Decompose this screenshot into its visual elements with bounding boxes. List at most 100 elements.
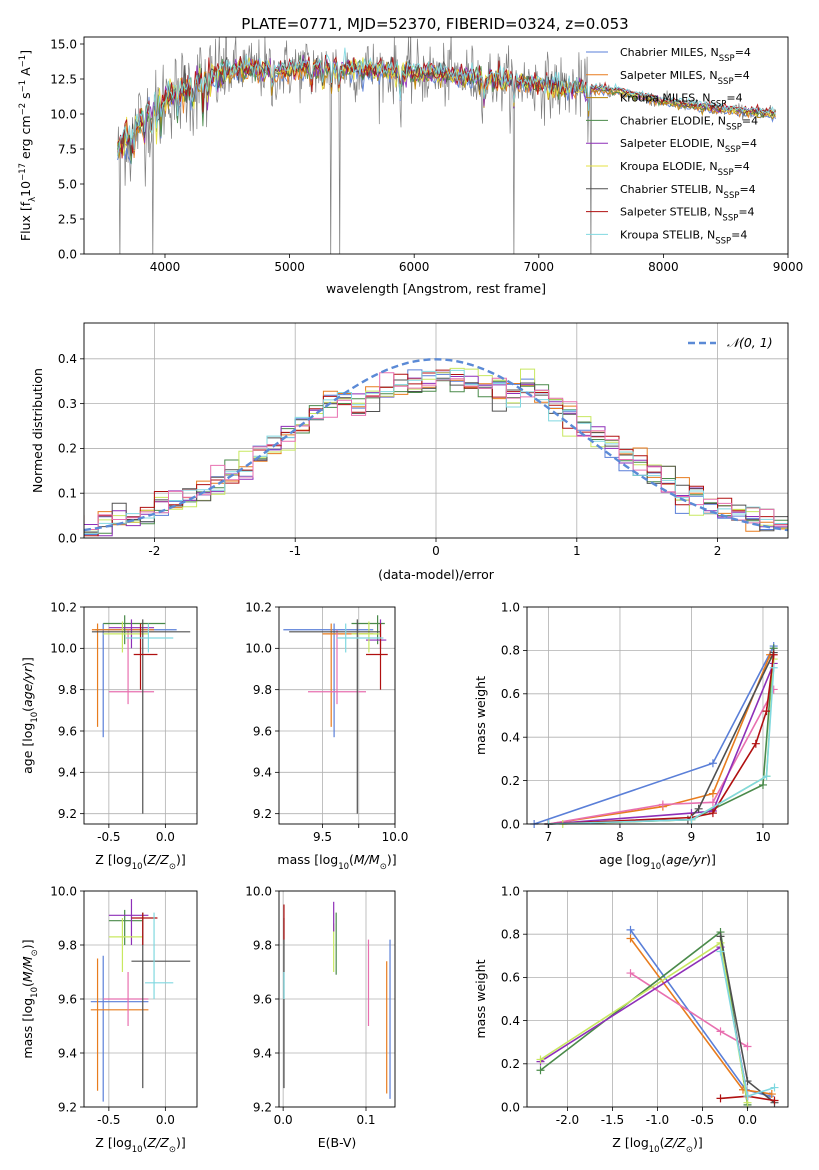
label-part: 10: [132, 1145, 143, 1155]
label-part: =4: [739, 183, 755, 196]
y-tick-label: 9.2: [58, 1100, 77, 1114]
data-point: [626, 925, 635, 934]
y-tick-label: 9.8: [253, 683, 272, 697]
x-tick-label: 10: [755, 830, 770, 844]
label-part: ⊙: [169, 1145, 176, 1155]
label-part: )]: [693, 1135, 703, 1150]
legend-entry: Salpeter MILES, NSSP=4: [620, 69, 750, 87]
label-part: (: [143, 1135, 148, 1150]
data-point: [716, 932, 725, 941]
legend-entry: Chabrier STELIB, NSSP=4: [620, 183, 756, 201]
label-part: )]: [176, 852, 186, 867]
spectrum-model-line: [117, 54, 776, 159]
label-part: 10: [649, 1145, 660, 1155]
y-tick-label: 10.0: [50, 884, 77, 898]
x-tick-label: -1.0: [646, 1113, 669, 1127]
label-part: ⊙: [169, 862, 176, 872]
y-axis-label: mass weight: [473, 676, 488, 755]
x-tick-label: -0.5: [97, 830, 120, 844]
label-part: erg cm: [18, 115, 33, 163]
y-tick-label: 9.2: [58, 807, 77, 821]
label-part: 10: [338, 862, 349, 872]
y-tick-label: 9.4: [58, 1046, 77, 1060]
y-axis-label: Flux [fλ10−17 erg cm−2 s−1 A−1]: [18, 50, 38, 241]
y-tick-label: 1.0: [501, 884, 520, 898]
data-point: [762, 707, 771, 716]
label-part: (: [20, 982, 35, 987]
y-tick-label: 10.0: [245, 884, 272, 898]
label-part: Z/Z: [146, 1135, 169, 1150]
y-tick-label: 0.6: [501, 687, 520, 701]
y-tick-label: 0.2: [501, 1057, 520, 1071]
label-part: Kroupa ELODIE, N: [620, 160, 718, 173]
data-point: [769, 650, 778, 659]
series-line: [548, 667, 775, 825]
label-part: 𝒩(0, 1): [727, 335, 773, 350]
label-part: (: [660, 1135, 665, 1150]
y-tick-label: 0.8: [501, 644, 520, 658]
data-point: [687, 815, 696, 824]
series-line: [548, 663, 775, 825]
data-point: [536, 1055, 545, 1064]
x-tick-label: -1.5: [601, 1113, 624, 1127]
data-point: [626, 969, 635, 978]
y-tick-label: 0.4: [501, 731, 520, 745]
data-point: [770, 1083, 779, 1092]
label-part: Salpeter ELODIE, N: [620, 137, 725, 150]
y-tick-label: 0.1: [58, 487, 77, 501]
x-tick-label: 5000: [274, 260, 305, 274]
x-tick-label: 9000: [773, 260, 804, 274]
data-point: [716, 947, 725, 956]
residual-histograms: [84, 358, 788, 537]
label-part: SSP: [710, 100, 726, 110]
label-part: mass [log: [20, 998, 35, 1059]
x-tick-label: 7: [545, 830, 553, 844]
y-tick-label: 0.2: [501, 774, 520, 788]
legend-entry: Salpeter ELODIE, NSSP=4: [620, 137, 757, 155]
y-tick-label: 10.2: [245, 600, 272, 614]
figure-title: PLATE=0771, MJD=52370, FIBERID=0324, z=0…: [241, 15, 628, 33]
x-tick-label: 0.0: [156, 1113, 175, 1127]
label-part: Kroupa STELIB, N: [620, 228, 715, 241]
y-tick-label: 9.8: [58, 683, 77, 697]
x-tick-label: 9: [688, 830, 696, 844]
label-part: age/yr: [666, 852, 707, 867]
data-point: [762, 772, 771, 781]
label-part: Chabrier MILES, N: [620, 46, 719, 59]
y-tick-label: 15.0: [50, 37, 77, 51]
label-part: age/yr: [20, 666, 35, 707]
label-part: Salpeter STELIB, N: [620, 206, 722, 219]
mass_vs_Z-panel: -0.5 0.09.29.49.69.810.0Z [log10(Z/Z⊙)]ma…: [20, 884, 198, 1155]
x-tick-label: 9.5: [313, 830, 332, 844]
legend-entry: Salpeter STELIB, NSSP=4: [620, 206, 755, 224]
data-point: [716, 1094, 725, 1103]
data-point: [708, 809, 717, 818]
label-part: 10: [650, 862, 661, 872]
data-point: [708, 789, 717, 798]
y-tick-label: 1.0: [501, 600, 520, 614]
x-tick-label: 0: [432, 544, 440, 558]
label-part: =4: [735, 46, 751, 59]
y-tick-label: 10.0: [245, 642, 272, 656]
x-axis-label: E(B-V): [318, 1135, 357, 1150]
data-point: [769, 663, 778, 672]
series-line: [548, 689, 775, 825]
label-part: Z [log: [612, 1135, 648, 1150]
label-part: SSP: [719, 54, 735, 64]
y-tick-label: 10.0: [50, 642, 77, 656]
label-part: M/M: [20, 956, 35, 982]
label-part: A: [18, 67, 33, 80]
label-part: SSP: [724, 191, 740, 201]
x-tick-label: 0.0: [738, 1113, 757, 1127]
mass_weight_vs_Z-panel: -2.0 -1.5 -1.0 -0.5 0.0 0.0 0.2 0.4 0.6 0.8 1.0 Z […: [473, 884, 789, 1155]
x-tick-label: -2: [148, 544, 160, 558]
label-part: SSP: [715, 236, 731, 246]
legend-entry: 𝒩(0, 1): [727, 335, 773, 350]
y-tick-label: 0.0: [501, 817, 520, 831]
data-point: [751, 739, 760, 748]
label-part: ⊙: [380, 862, 387, 872]
x-axis-label: age [log10(age/yr)]: [599, 852, 716, 872]
label-part: mass [log: [277, 852, 338, 867]
y-tick-label: 0.8: [501, 928, 520, 942]
label-part: Z/Z: [146, 852, 169, 867]
